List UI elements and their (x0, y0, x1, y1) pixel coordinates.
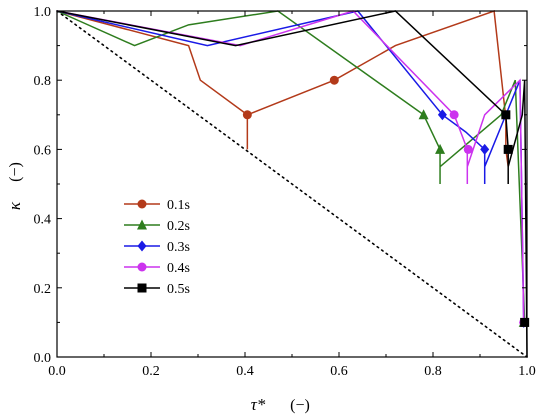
x-tick-label-5: 1.0 (518, 364, 536, 379)
reference-line (56, 10, 528, 358)
series-marker-0.2s-0 (418, 109, 429, 120)
x-axis-title: τ* (251, 395, 266, 414)
x-tick-label-0: 0.0 (48, 364, 66, 379)
series-marker-0.4s-1 (463, 144, 473, 154)
legend-label-0.3s: 0.3s (167, 240, 190, 255)
y-axis-title: κ (5, 201, 24, 210)
series-line-0.2s (56, 10, 526, 323)
series-marker-0.3s-0 (437, 109, 447, 121)
y-tick-label-0: 0.0 (34, 351, 52, 366)
legend-label-0.4s: 0.4s (167, 261, 190, 276)
series-line-0.1s (56, 9, 509, 167)
legend-marker-0.3s (137, 240, 147, 252)
series-marker-0.5s-1 (503, 144, 513, 154)
series-marker-0.4s-0 (449, 110, 459, 120)
series-marker-0.2s-1 (435, 143, 446, 154)
legend-marker-0.1s (137, 199, 147, 209)
y-tick-label-5: 1.0 (34, 5, 52, 20)
y-tick-label-2: 0.4 (34, 213, 52, 228)
x-tick-label-1: 0.2 (142, 364, 160, 379)
plot-area (56, 9, 530, 358)
series-marker-0.1s-0 (242, 110, 252, 120)
y-tick-label-3: 0.6 (34, 143, 52, 158)
legend-marker-0.4s (137, 262, 147, 272)
y-tick-label-1: 0.2 (34, 282, 52, 297)
series-marker-0.5s-0 (501, 110, 511, 120)
series-marker-0.1s-1 (329, 75, 339, 85)
y-axis-unit: (−) (7, 162, 24, 182)
x-axis-unit: (−) (290, 397, 310, 414)
legend-label-0.1s: 0.1s (167, 198, 190, 213)
y-tick-label-4: 0.8 (34, 74, 52, 89)
x-tick-label-2: 0.4 (236, 364, 254, 379)
series-marker-0.3s-1 (480, 143, 490, 155)
x-tick-label-4: 0.8 (424, 364, 442, 379)
axis-titles: τ* (−) κ (−) (5, 162, 310, 414)
legend-marker-0.5s (137, 283, 147, 293)
axes: 0.0 0.2 0.4 0.6 0.8 1.0 0.0 0.2 0.4 0.6 0.8 1.0 (34, 5, 536, 379)
x-tick-label-3: 0.6 (330, 364, 348, 379)
series-line-0.5s (56, 10, 528, 358)
legend-label-0.2s: 0.2s (167, 219, 190, 234)
legend-marker-0.2s (137, 219, 147, 230)
series-line-0.3s (56, 10, 525, 323)
series-line-0.4s (56, 10, 525, 323)
legend-label-0.5s: 0.5s (167, 282, 190, 297)
legend: 0.1s 0.2s 0.3s 0.4s 0.5s (124, 198, 190, 297)
